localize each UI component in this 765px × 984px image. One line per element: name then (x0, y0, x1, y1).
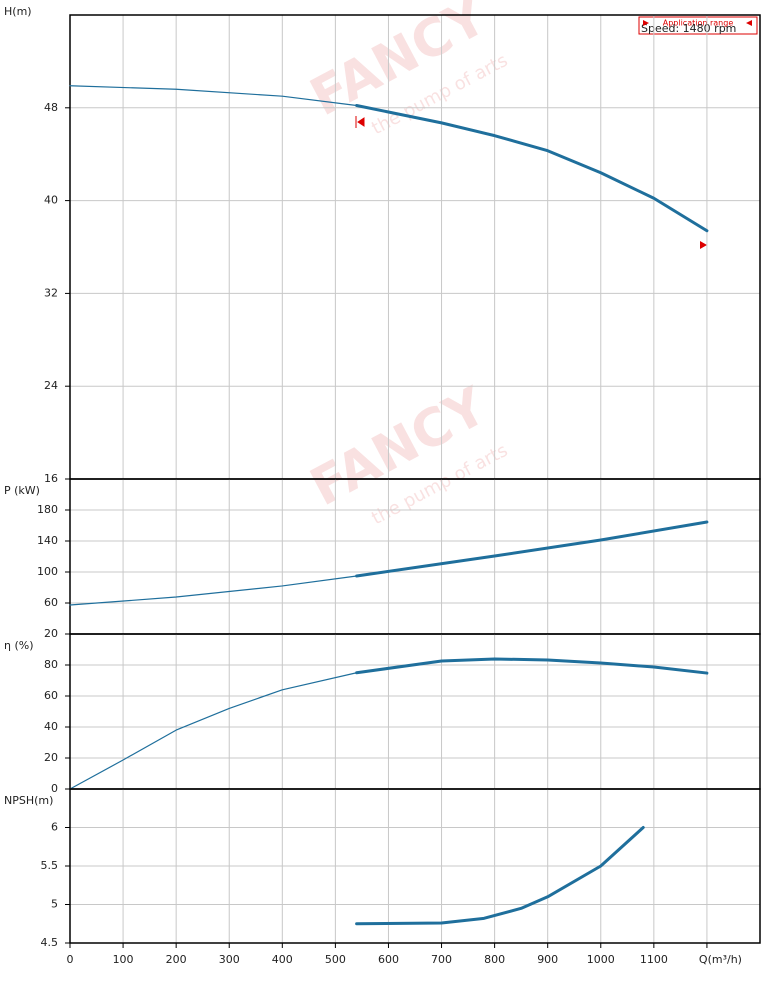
annotation: Application range (663, 19, 734, 28)
curve (69, 575, 358, 606)
y-tick-label: 100 (37, 565, 58, 578)
y-tick-label: 40 (44, 720, 58, 733)
y-axis-label: η (%) (4, 639, 34, 652)
y-tick-label: 48 (44, 101, 58, 114)
x-tick-label: 0 (67, 953, 74, 966)
y-tick-label: 24 (44, 379, 58, 392)
x-tick-label: 1100 (640, 953, 668, 966)
curve (355, 657, 709, 675)
x-tick-label: 400 (272, 953, 293, 966)
y-tick-label: 80 (44, 658, 58, 671)
y-tick-label: 40 (44, 194, 58, 207)
x-tick-label: 600 (378, 953, 399, 966)
y-tick-label: 20 (44, 627, 58, 640)
x-tick-label: 500 (325, 953, 346, 966)
x-tick-label: 1000 (587, 953, 615, 966)
y-tick-label: 16 (44, 472, 58, 485)
annotation: Speed: 1480 rpm (641, 22, 736, 35)
curve (69, 672, 358, 790)
y-tick-label: 32 (44, 286, 58, 299)
panel-frame (69, 788, 761, 944)
curve (355, 103, 709, 233)
x-tick-label: 100 (113, 953, 134, 966)
y-axis-label: P (kW) (4, 484, 40, 497)
x-tick-label: Q(m³/h) (699, 953, 742, 966)
range-marker (355, 116, 365, 128)
panel-frame (69, 633, 761, 790)
x-tick-label: 800 (484, 953, 505, 966)
y-tick-label: 5 (51, 898, 58, 911)
x-tick-label: 700 (431, 953, 452, 966)
curve (355, 520, 709, 578)
x-tick-label: 900 (537, 953, 558, 966)
y-tick-label: 180 (37, 503, 58, 516)
range-marker (700, 241, 707, 249)
y-tick-label: 60 (44, 596, 58, 609)
x-tick-label: 300 (219, 953, 240, 966)
curve (69, 85, 358, 107)
y-tick-label: 60 (44, 689, 58, 702)
x-tick-label: 200 (166, 953, 187, 966)
y-tick-label: 6 (51, 821, 58, 834)
y-axis-label: NPSH(m) (4, 794, 53, 807)
y-tick-label: 20 (44, 751, 58, 764)
y-tick-label: 5.5 (41, 859, 59, 872)
y-axis-label: H(m) (4, 5, 32, 18)
curve (355, 826, 645, 926)
y-tick-label: 4.5 (41, 936, 59, 949)
y-tick-label: 0 (51, 782, 58, 795)
y-tick-label: 140 (37, 534, 58, 547)
annotation-box (638, 16, 758, 35)
watermark: FANCY the pump of arts FANCY the pump of… (301, 0, 511, 529)
